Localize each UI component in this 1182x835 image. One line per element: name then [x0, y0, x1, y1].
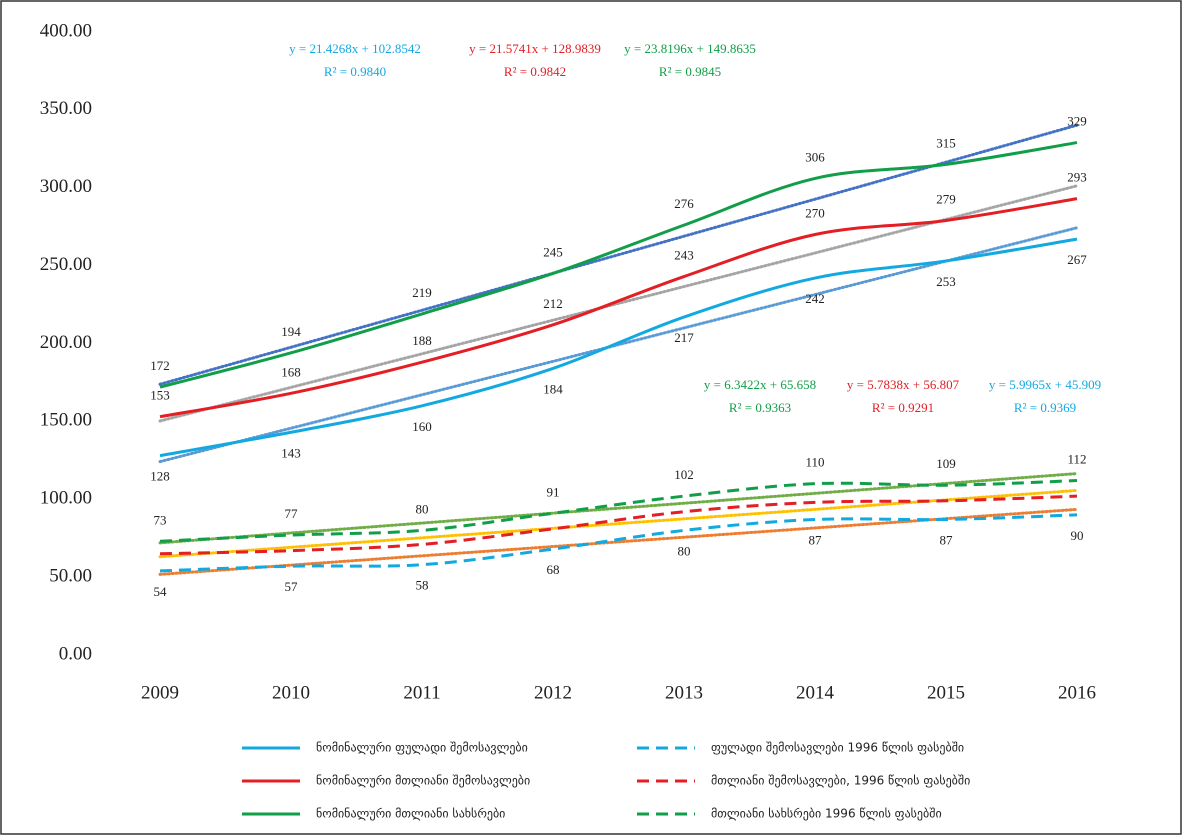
data-label: 219 — [412, 285, 432, 300]
trend-r2: R² = 0.9363 — [729, 400, 791, 415]
data-label: 270 — [805, 205, 825, 220]
data-label: 253 — [936, 274, 956, 289]
data-label: 217 — [674, 330, 694, 345]
y-tick-label: 200.00 — [40, 332, 92, 353]
y-tick-label: 100.00 — [40, 488, 92, 509]
trend-equation: y = 5.7838x + 56.807 — [847, 377, 960, 392]
data-label: 184 — [543, 381, 563, 396]
y-tick-label: 400.00 — [40, 20, 92, 41]
data-label: 188 — [412, 333, 432, 348]
series-line — [159, 513, 1078, 573]
trend-equation: y = 6.3422x + 65.658 — [704, 377, 816, 392]
series-line — [159, 197, 1078, 419]
x-tick-label: 2010 — [272, 682, 310, 703]
data-label: 212 — [543, 296, 563, 311]
data-label: 54 — [154, 584, 168, 599]
trend-r2: R² = 0.9842 — [504, 64, 566, 79]
data-label: 267 — [1067, 252, 1087, 267]
legend-label: ნომინალური ფულადი შემოსავლები — [316, 741, 528, 755]
data-label: 276 — [674, 196, 694, 211]
data-label: 243 — [674, 248, 694, 263]
data-label: 160 — [412, 419, 432, 434]
data-label: 73 — [154, 512, 167, 527]
data-label: 293 — [1067, 170, 1087, 185]
data-label: 194 — [281, 324, 301, 339]
trend-r2: R² = 0.9369 — [1014, 400, 1076, 415]
series-line — [159, 494, 1078, 556]
data-label: 80 — [678, 543, 691, 558]
data-label: 306 — [805, 149, 825, 164]
data-label: 77 — [285, 506, 299, 521]
series-line — [159, 141, 1078, 389]
x-tick-label: 2011 — [403, 682, 440, 703]
x-tick-label: 2015 — [927, 682, 965, 703]
data-label: 109 — [936, 456, 956, 471]
legend-label: ნომინალური მთლიანი სახსრები — [316, 807, 505, 821]
data-label: 112 — [1067, 452, 1086, 467]
trend-line — [158, 226, 1079, 464]
data-label: 110 — [805, 455, 824, 470]
data-label: 102 — [674, 467, 694, 482]
y-tick-label: 150.00 — [40, 410, 92, 431]
data-label: 68 — [547, 562, 560, 577]
y-tick-label: 0.00 — [59, 643, 92, 664]
trend-r2: R² = 0.9845 — [659, 64, 721, 79]
legend-label: მთლიანი შემოსავლები, 1996 წლის ფასებში — [711, 774, 970, 788]
trend-line — [158, 184, 1079, 423]
data-label: 57 — [285, 579, 299, 594]
data-label: 242 — [805, 291, 825, 306]
data-label: 58 — [416, 578, 429, 593]
series-line — [159, 479, 1078, 543]
data-label: 90 — [1071, 528, 1084, 543]
x-tick-label: 2012 — [534, 682, 572, 703]
data-label: 87 — [809, 532, 823, 547]
y-tick-label: 50.00 — [49, 565, 92, 586]
x-tick-label: 2014 — [796, 682, 835, 703]
legend-label: მთლიანი სახსრები 1996 წლის ფასებში — [711, 807, 942, 821]
x-tick-label: 2016 — [1058, 682, 1096, 703]
x-tick-label: 2009 — [141, 682, 179, 703]
data-label: 128 — [150, 469, 170, 484]
data-label: 172 — [150, 358, 170, 373]
y-tick-label: 350.00 — [40, 98, 92, 119]
data-label: 91 — [547, 484, 560, 499]
legend-label: ფულადი შემოსავლები 1996 წლის ფასებში — [711, 741, 964, 755]
trend-equation: y = 21.4268x + 102.8542 — [289, 41, 421, 56]
data-label: 168 — [281, 364, 301, 379]
x-tick-label: 2013 — [665, 682, 703, 703]
data-label: 245 — [543, 244, 563, 259]
trend-equation: y = 23.8196x + 149.8635 — [624, 41, 756, 56]
trend-r2: R² = 0.9840 — [324, 64, 386, 79]
legend-label: ნომინალური მთლიანი შემოსავლები — [316, 774, 530, 788]
data-label: 153 — [150, 388, 170, 403]
trend-r2: R² = 0.9291 — [872, 400, 934, 415]
data-label: 329 — [1067, 114, 1087, 129]
data-label: 315 — [936, 135, 956, 150]
data-label: 87 — [940, 532, 954, 547]
y-tick-label: 300.00 — [40, 176, 92, 197]
data-label: 279 — [936, 191, 956, 206]
trend-line — [158, 123, 1079, 386]
y-tick-label: 250.00 — [40, 254, 92, 275]
trend-equation: y = 5.9965x + 45.909 — [989, 377, 1101, 392]
data-label: 143 — [281, 445, 301, 460]
series-line — [159, 237, 1078, 458]
data-label: 80 — [416, 501, 429, 516]
trend-equation: y = 21.5741x + 128.9839 — [469, 41, 601, 56]
